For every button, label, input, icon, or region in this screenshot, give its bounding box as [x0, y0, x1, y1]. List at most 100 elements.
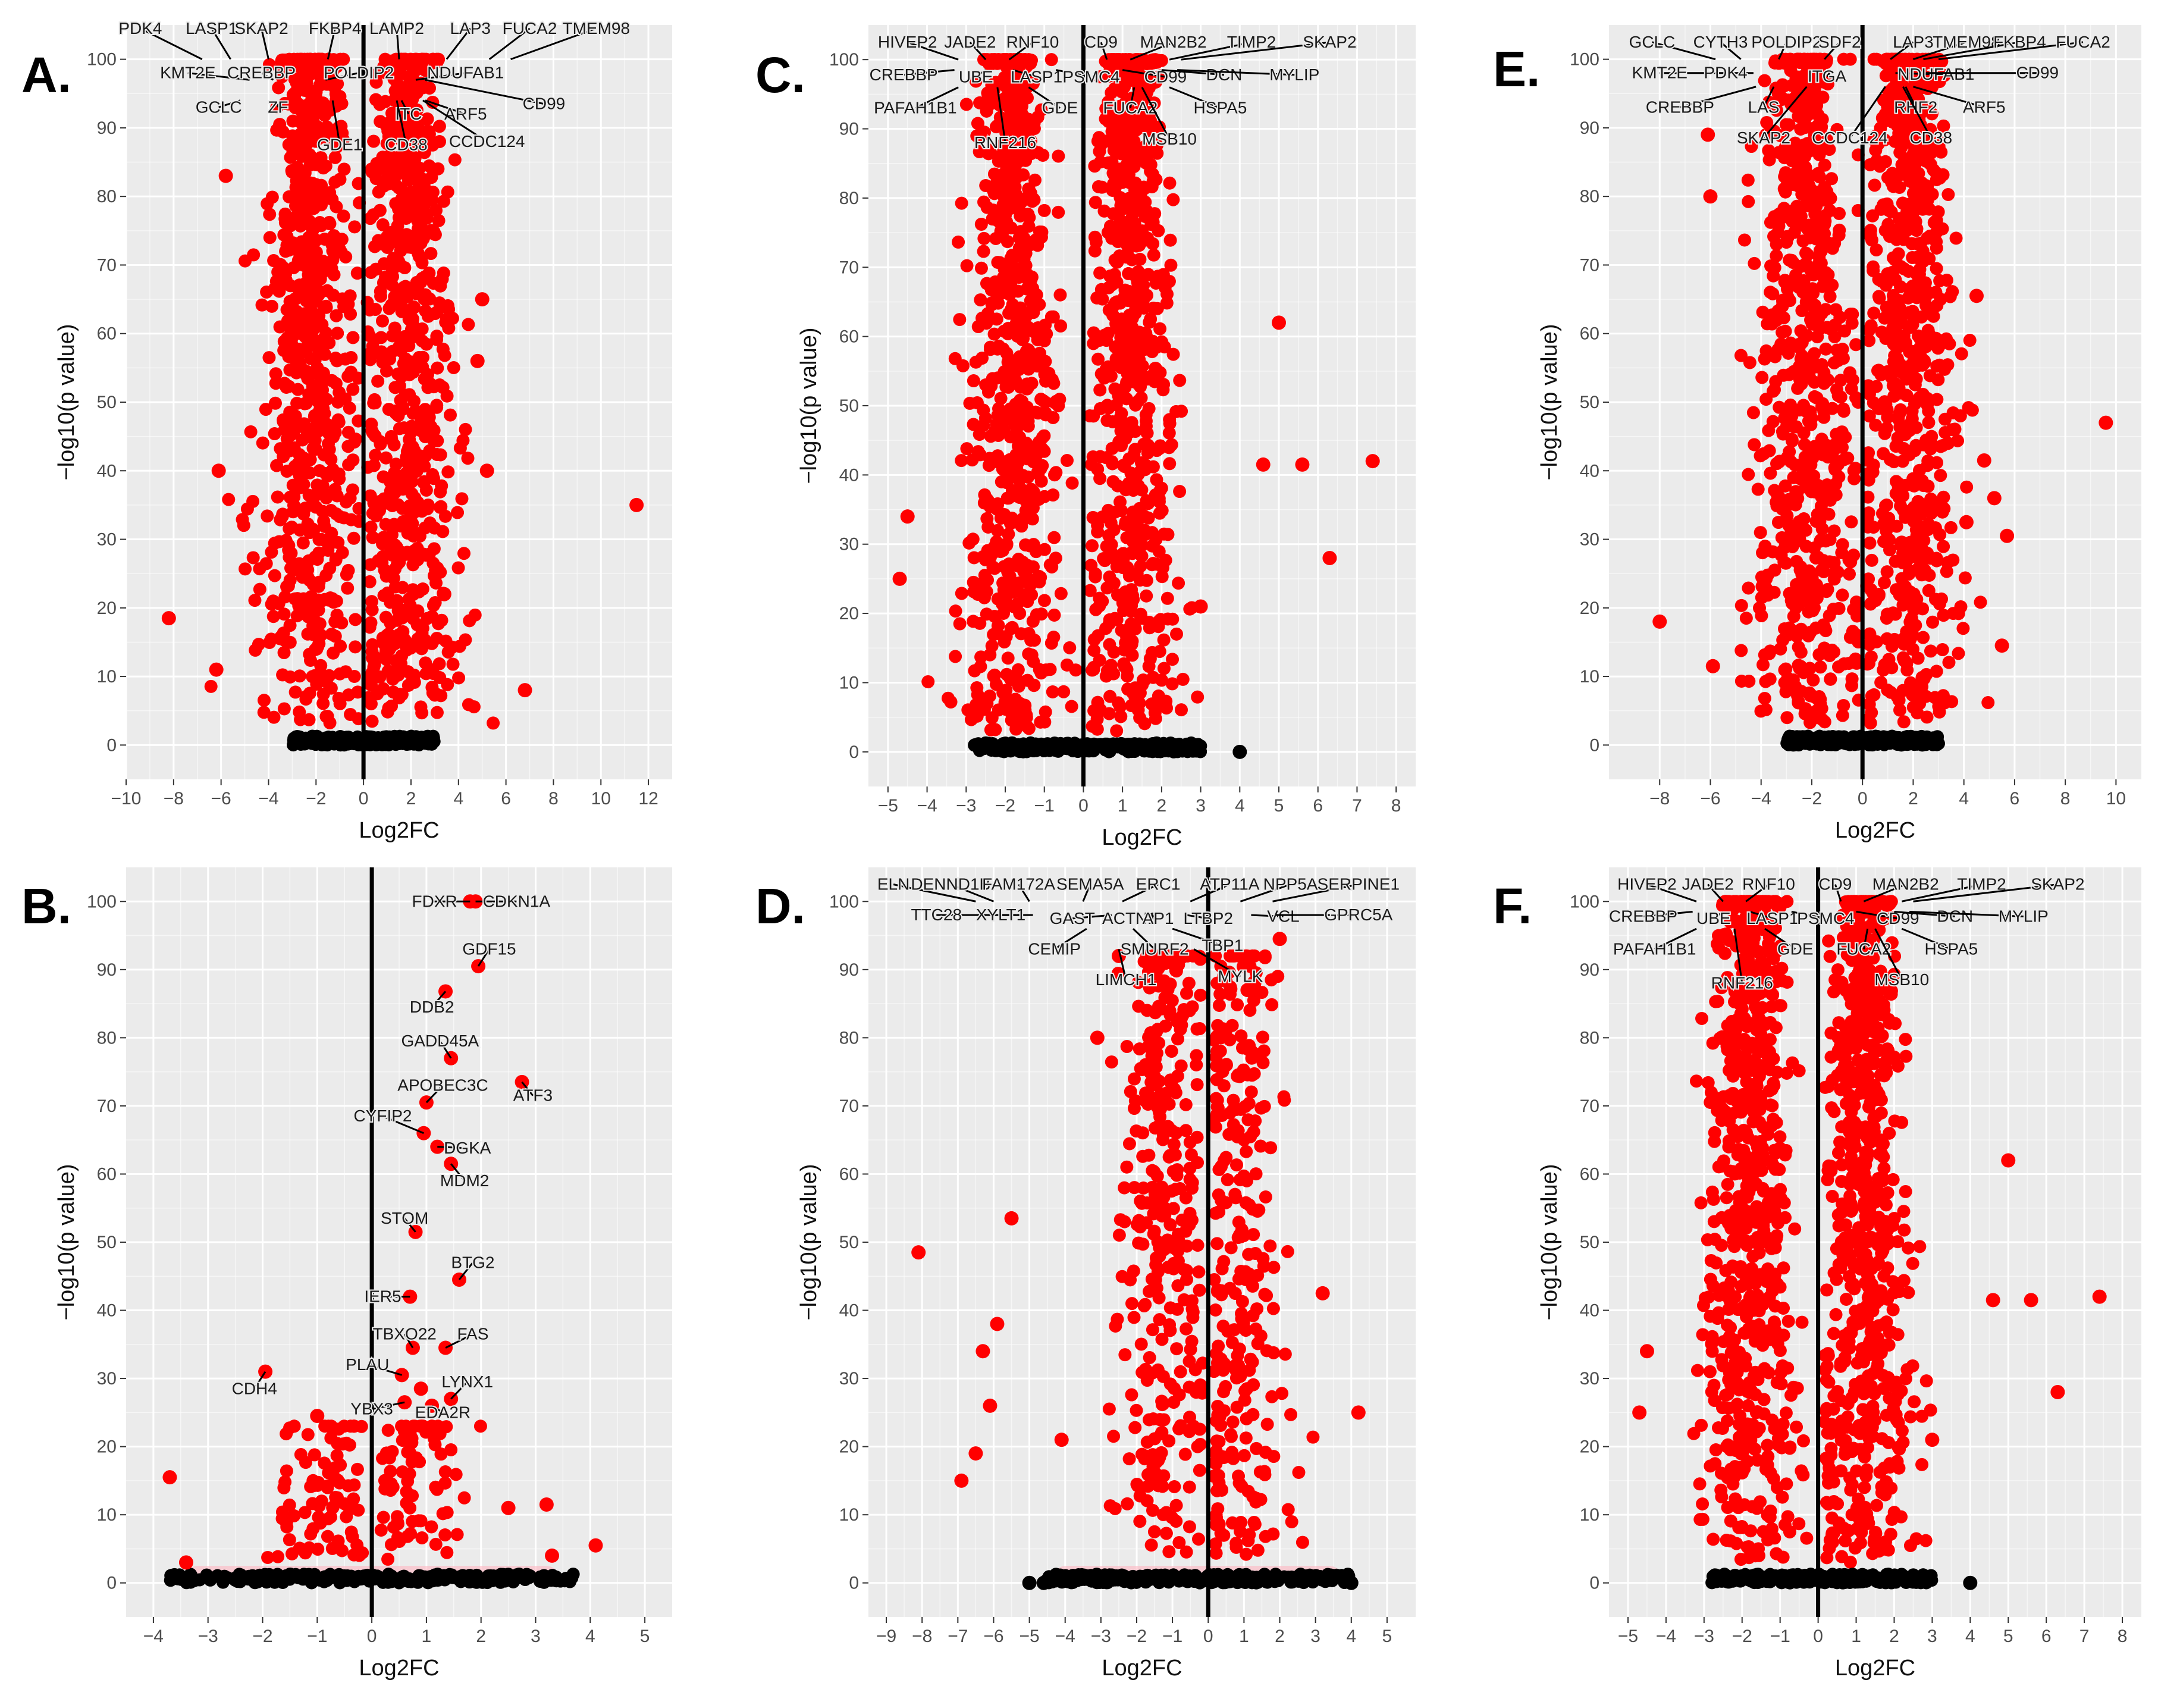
outlier-point	[892, 571, 907, 586]
de-gene-point	[1014, 304, 1028, 318]
label-leader-line	[477, 948, 490, 967]
label-leader-line	[1056, 69, 1091, 78]
de-gene-point	[312, 1510, 325, 1524]
de-gene-point	[952, 235, 965, 249]
de-gene-point	[1114, 710, 1128, 723]
de-gene-point	[365, 638, 379, 651]
gene-label: FKBP4	[309, 19, 362, 37]
de-gene-point	[436, 342, 450, 356]
de-gene-point	[1108, 181, 1122, 195]
ns-gene-point	[1094, 738, 1108, 751]
label-leader-line	[1122, 69, 1166, 78]
outlier-point	[470, 353, 485, 368]
de-gene-point	[1228, 949, 1241, 963]
de-gene-point	[283, 1498, 296, 1512]
de-gene-point	[1225, 1516, 1239, 1530]
de-gene-point	[1011, 663, 1025, 676]
de-gene-point	[1140, 1436, 1154, 1449]
de-gene-point	[1162, 426, 1176, 440]
de-gene-point	[1046, 310, 1060, 324]
gene-label: GCLC	[196, 98, 242, 116]
de-gene-point	[421, 381, 435, 394]
de-gene-point	[1037, 203, 1051, 217]
de-gene-point	[253, 582, 266, 596]
label-leader-line	[1129, 87, 1136, 108]
gene-label: RNF10	[1006, 33, 1059, 51]
ns-gene-point	[404, 1572, 418, 1586]
de-gene-point	[1285, 1515, 1298, 1528]
de-gene-point	[1146, 539, 1159, 553]
gene-label: CDH4	[232, 1379, 277, 1397]
de-gene-point	[1127, 339, 1141, 352]
de-gene-point	[1119, 250, 1133, 264]
de-gene-point	[433, 671, 447, 685]
x-axis-label: Log2FC	[359, 818, 439, 843]
de-gene-point	[347, 1478, 361, 1492]
de-gene-point	[303, 158, 317, 172]
de-gene-point	[338, 352, 352, 366]
de-gene-point	[347, 1492, 360, 1506]
de-gene-point	[991, 619, 1005, 632]
de-gene-point	[397, 1424, 411, 1438]
de-gene-point	[289, 199, 303, 213]
y-tick-label: 90	[97, 960, 117, 980]
de-gene-point	[267, 254, 281, 268]
de-gene-point	[1118, 1348, 1132, 1362]
de-gene-point	[340, 1510, 353, 1524]
de-gene-point	[436, 381, 450, 394]
de-gene-point	[281, 579, 295, 593]
de-gene-point	[1093, 70, 1106, 84]
de-gene-point	[403, 598, 417, 612]
de-gene-point	[349, 433, 363, 446]
label-leader-line	[1100, 42, 1108, 60]
x-tick-label: 3	[1196, 796, 1206, 816]
ns-gene-point	[288, 1569, 302, 1582]
de-gene-point	[282, 538, 296, 552]
de-gene-point	[1229, 1158, 1243, 1172]
gene-label: APOBEC3C	[397, 1076, 488, 1095]
de-gene-point	[1166, 347, 1180, 361]
de-gene-point	[397, 83, 411, 97]
de-gene-point	[1142, 402, 1156, 415]
ns-gene-point	[218, 1569, 231, 1583]
de-gene-point	[321, 437, 335, 450]
de-gene-point	[1118, 426, 1131, 440]
panel-letter-b: B.	[21, 878, 71, 934]
de-gene-point	[334, 52, 347, 66]
gene-label: CDKN1A	[483, 892, 551, 910]
de-gene-point	[272, 81, 286, 95]
de-gene-point	[297, 173, 310, 186]
de-gene-point	[381, 705, 394, 719]
x-tick-label: −3	[956, 796, 976, 816]
panel-c: HIVEP2 JADE2 RNF10 CD9 MAN2B2 TIMP2 SKAP2CREBB…	[796, 25, 1416, 850]
de-gene-point	[298, 1506, 312, 1519]
gene-label: ATF3	[513, 1086, 553, 1105]
de-gene-point	[376, 218, 390, 231]
de-gene-point	[310, 677, 324, 691]
de-gene-point	[394, 67, 407, 80]
de-gene-point	[286, 129, 299, 143]
ns-gene-point	[264, 1571, 277, 1585]
gene-label: TMEM98	[562, 19, 630, 37]
de-gene-point	[364, 697, 378, 711]
ns-gene-point	[330, 736, 344, 750]
de-gene-point	[263, 231, 277, 245]
de-gene-point	[1112, 696, 1125, 710]
de-gene-point	[1215, 1193, 1228, 1207]
de-gene-point	[1122, 477, 1136, 490]
de-gene-point	[288, 292, 302, 306]
de-gene-point	[421, 368, 434, 381]
de-gene-point	[1122, 1452, 1136, 1466]
de-gene-point	[426, 186, 440, 199]
de-gene-point	[993, 256, 1006, 269]
gene-label: YBX3	[350, 1400, 393, 1418]
gene-label: EDA2R	[415, 1403, 471, 1421]
de-gene-point	[1106, 415, 1119, 428]
de-gene-point	[312, 532, 326, 546]
gene-label: PSMC4	[1062, 67, 1119, 86]
x-tick-label: −1	[1034, 796, 1055, 816]
de-gene-point	[302, 334, 316, 347]
de-gene-point	[266, 594, 280, 608]
outlier-point	[437, 587, 451, 601]
de-gene-point	[1014, 445, 1028, 459]
